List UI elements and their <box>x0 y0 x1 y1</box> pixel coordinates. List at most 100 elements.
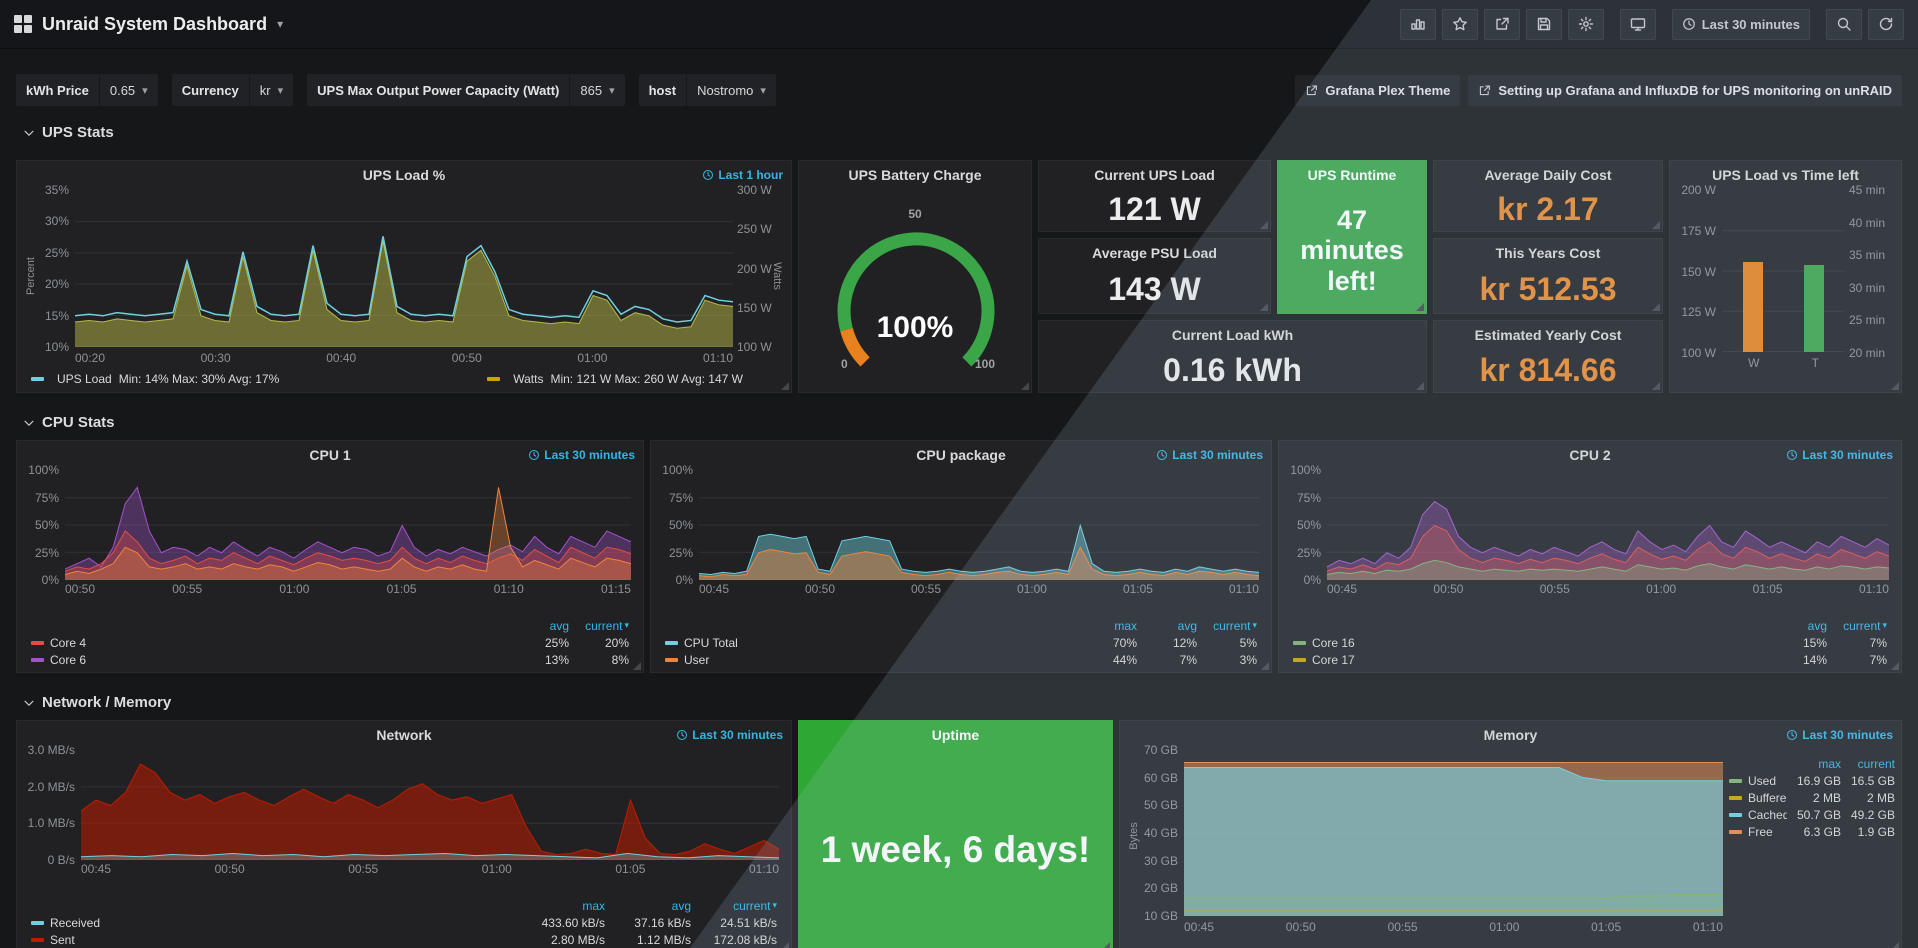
resize-handle-icon[interactable] <box>1021 382 1029 390</box>
legend-col-max[interactable]: max <box>582 898 605 913</box>
resize-handle-icon[interactable] <box>1652 382 1660 390</box>
legend-col-avg[interactable]: avg <box>671 898 691 913</box>
variable-kwh-price[interactable]: kWh Price 0.65 ▾ <box>16 74 158 106</box>
resize-handle-icon[interactable] <box>1652 221 1660 229</box>
variable-value-dropdown[interactable]: 865 ▾ <box>569 74 625 106</box>
legend-row-user[interactable]: User 44% 7% 3% <box>665 651 1257 668</box>
legend-row-free[interactable]: Free 6.3 GB 1.9 GB <box>1729 823 1895 840</box>
tv-mode-button[interactable] <box>1619 8 1656 40</box>
panel-average-psu-load[interactable]: Average PSU Load 143 W <box>1038 238 1271 314</box>
settings-button[interactable] <box>1567 8 1604 40</box>
legend-row-received[interactable]: Received 433.60 kB/s 37.16 kB/s 24.51 kB… <box>31 914 777 931</box>
panel-ups-runtime[interactable]: UPS Runtime 47 minutes left! <box>1277 160 1427 314</box>
resize-handle-icon[interactable] <box>1891 942 1899 948</box>
panel-ups-load-vs-time-left[interactable]: UPS Load vs Time left 200 W 175 W 150 W 125… <box>1669 160 1902 393</box>
panel-current-ups-load[interactable]: Current UPS Load 121 W <box>1038 160 1271 232</box>
legend-row-cached[interactable]: Cached 50.7 GB 49.2 GB <box>1729 806 1895 823</box>
time-range-label[interactable]: Last 1 hour <box>702 168 783 182</box>
resize-handle-icon[interactable] <box>1652 303 1660 311</box>
panel-title[interactable]: CPU package <box>916 446 1006 463</box>
bar[interactable] <box>1804 265 1825 352</box>
panel-uptime[interactable]: Uptime 1 week, 6 days! <box>798 720 1113 948</box>
variable-host[interactable]: host Nostromo ▾ <box>638 74 776 106</box>
time-range-button[interactable]: Last 30 minutes <box>1671 8 1810 40</box>
panel-this-years-cost[interactable]: This Years Cost kr 512.53 <box>1433 238 1663 314</box>
legend-col-max[interactable]: max <box>1114 618 1137 633</box>
panel-estimated-yearly-cost[interactable]: Estimated Yearly Cost kr 814.66 <box>1433 320 1663 393</box>
resize-handle-icon[interactable] <box>633 662 641 670</box>
section-ups-stats[interactable]: UPS Stats <box>22 124 114 141</box>
panel-title[interactable]: UPS Runtime <box>1307 166 1397 183</box>
resize-handle-icon[interactable] <box>1416 303 1424 311</box>
time-range-label[interactable]: Last 30 minutes <box>1156 448 1263 462</box>
legend-col-avg[interactable]: avg <box>1177 618 1197 633</box>
legend-col-avg[interactable]: avg <box>1807 618 1827 633</box>
panel-cpu2[interactable]: CPU 2 Last 30 minutes 100% 75% 50% 25% 0% 00… <box>1278 440 1902 673</box>
panel-title[interactable]: Average Daily Cost <box>1484 166 1612 183</box>
section-cpu-stats[interactable]: CPU Stats <box>22 414 115 431</box>
time-range-label[interactable]: Last 30 minutes <box>1786 448 1893 462</box>
panel-current-load-kwh[interactable]: Current Load kWh 0.16 kWh <box>1038 320 1427 393</box>
resize-handle-icon[interactable] <box>1260 303 1268 311</box>
legend-row-core4[interactable]: Core 4 25% 20% <box>31 634 629 651</box>
memory-chart[interactable] <box>1184 751 1723 916</box>
legend-row-cpu-total[interactable]: CPU Total 70% 12% 5% <box>665 634 1257 651</box>
resize-handle-icon[interactable] <box>781 382 789 390</box>
legend-row-used[interactable]: Used 16.9 GB 16.5 GB <box>1729 772 1895 789</box>
panel-title[interactable]: Uptime <box>931 726 980 743</box>
ups-load-chart[interactable] <box>75 191 733 347</box>
panel-title[interactable]: Estimated Yearly Cost <box>1474 326 1622 343</box>
link-grafana-plex-theme[interactable]: Grafana Plex Theme <box>1295 74 1461 106</box>
resize-handle-icon[interactable] <box>1102 942 1110 948</box>
resize-handle-icon[interactable] <box>1261 662 1269 670</box>
legend-row-sent[interactable]: Sent 2.80 MB/s 1.12 MB/s 172.08 kB/s <box>31 931 777 948</box>
variable-currency[interactable]: Currency kr ▾ <box>171 74 294 106</box>
section-network-memory[interactable]: Network / Memory <box>22 694 171 711</box>
cpu-package-chart[interactable] <box>699 471 1259 580</box>
panel-title[interactable]: Average PSU Load <box>1092 244 1217 261</box>
legend-row-core16[interactable]: Core 16 15% 7% <box>1293 634 1887 651</box>
refresh-button[interactable] <box>1868 8 1904 40</box>
share-button[interactable] <box>1483 8 1520 40</box>
bar[interactable] <box>1742 261 1763 352</box>
panel-memory[interactable]: Memory Last 30 minutes Bytes 70 GB 60 GB 5… <box>1119 720 1902 948</box>
legend-ups-load[interactable]: UPS Load Min: 14% Max: 30% Avg: 17% <box>31 372 279 386</box>
panel-title[interactable]: UPS Battery Charge <box>848 166 982 183</box>
panel-ups-battery-charge[interactable]: UPS Battery Charge 0 50 100 100% <box>798 160 1032 393</box>
resize-handle-icon[interactable] <box>1416 382 1424 390</box>
panel-title[interactable]: UPS Load % <box>362 166 446 183</box>
panel-title[interactable]: CPU 1 <box>309 446 351 463</box>
panel-ups-load[interactable]: UPS Load % Last 1 hour Percent Watts 35%… <box>16 160 792 393</box>
legend-col-avg[interactable]: avg <box>549 618 569 633</box>
bar-chart-plot[interactable] <box>1722 191 1845 352</box>
legend-col-current[interactable]: current ▾ <box>585 618 629 633</box>
panel-cpu-package[interactable]: CPU package Last 30 minutes 100% 75% 50% 25… <box>650 440 1272 673</box>
legend-row-core17[interactable]: Core 17 14% 7% <box>1293 651 1887 668</box>
time-range-label[interactable]: Last 30 minutes <box>1786 728 1893 742</box>
panel-network[interactable]: Network Last 30 minutes 3.0 MB/s 2.0 MB/s… <box>16 720 792 948</box>
panel-average-daily-cost[interactable]: Average Daily Cost kr 2.17 <box>1433 160 1663 232</box>
panel-title[interactable]: CPU 2 <box>1569 446 1611 463</box>
legend-col-current[interactable]: current ▾ <box>733 898 777 913</box>
variable-value-dropdown[interactable]: kr ▾ <box>248 74 294 106</box>
legend-col-current[interactable]: current ▾ <box>1213 618 1257 633</box>
resize-handle-icon[interactable] <box>1260 221 1268 229</box>
variable-value-dropdown[interactable]: 0.65 ▾ <box>98 74 158 106</box>
legend-col-max[interactable]: max <box>1818 756 1841 771</box>
resize-handle-icon[interactable] <box>781 942 789 948</box>
star-button[interactable] <box>1441 8 1478 40</box>
panel-title[interactable]: Current UPS Load <box>1094 166 1215 183</box>
save-button[interactable] <box>1525 8 1562 40</box>
time-range-label[interactable]: Last 30 minutes <box>528 448 635 462</box>
legend-row-buffered[interactable]: Buffered 2 MB 2 MB <box>1729 789 1895 806</box>
variable-ups-max-output[interactable]: UPS Max Output Power Capacity (Watt) 865… <box>307 74 625 106</box>
legend-row-core6[interactable]: Core 6 13% 8% <box>31 651 629 668</box>
panel-title[interactable]: This Years Cost <box>1495 244 1601 261</box>
panel-title[interactable]: Memory <box>1483 726 1538 743</box>
zoom-out-button[interactable] <box>1826 8 1862 40</box>
legend-col-current[interactable]: current <box>1857 756 1895 771</box>
panel-title[interactable]: UPS Load vs Time left <box>1712 166 1859 183</box>
time-range-label[interactable]: Last 30 minutes <box>676 728 783 742</box>
panel-title[interactable]: Current Load kWh <box>1171 326 1294 343</box>
cpu1-chart[interactable] <box>65 471 631 580</box>
